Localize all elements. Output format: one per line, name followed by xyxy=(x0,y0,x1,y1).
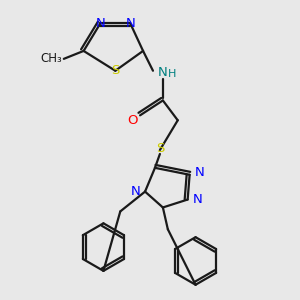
Text: N: N xyxy=(193,193,202,206)
Text: N: N xyxy=(195,166,204,179)
Text: S: S xyxy=(156,142,164,154)
Text: N: N xyxy=(130,185,140,198)
Text: H: H xyxy=(168,69,176,79)
Text: N: N xyxy=(96,17,105,30)
Text: O: O xyxy=(127,114,137,127)
Text: S: S xyxy=(111,64,119,77)
Text: N: N xyxy=(125,17,135,30)
Text: N: N xyxy=(158,66,168,79)
Text: CH₃: CH₃ xyxy=(40,52,62,65)
